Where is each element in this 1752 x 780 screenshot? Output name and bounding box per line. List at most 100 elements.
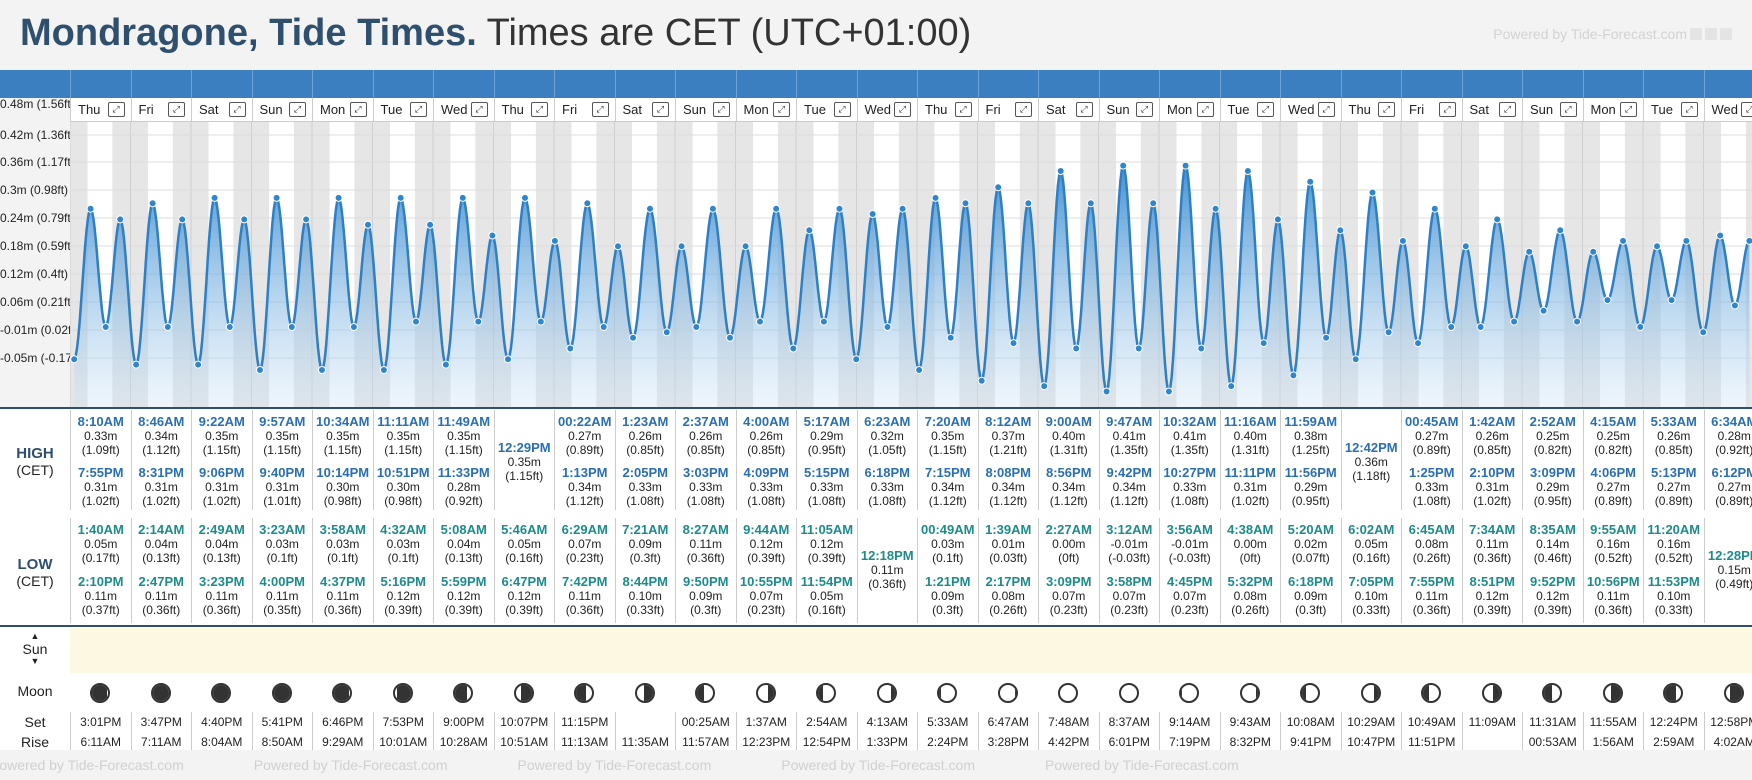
tide-height-ft: (0.46ft) <box>1533 551 1572 565</box>
tide-point <box>946 333 955 342</box>
day-cell[interactable]: Sun ⤢ <box>251 98 312 122</box>
day-cell[interactable]: Mon ⤢ <box>1582 98 1643 122</box>
expand-icon[interactable]: ⤢ <box>1559 102 1577 117</box>
expand-icon[interactable]: ⤢ <box>289 102 306 117</box>
expand-icon[interactable]: ⤢ <box>1378 102 1395 117</box>
tide-entry: 5:32PM 0.08m (0.26ft) <box>1221 574 1281 617</box>
tide-height-ft: (0.39ft) <box>384 603 423 617</box>
tide-height-m: -0.01m <box>1171 537 1209 551</box>
day-cell[interactable]: Sun ⤢ <box>1098 98 1159 122</box>
tide-height-ft: (0.3ft) <box>932 603 964 617</box>
tide-entry: 6:18PM 0.09m (0.3ft) <box>1281 574 1341 617</box>
moon-shadow <box>1302 685 1307 701</box>
moonset-time: 12:58PM <box>1710 715 1752 729</box>
day-cell[interactable]: Thu ⤢ <box>70 98 131 122</box>
moon-cell: 3:01PM 6:11AM <box>70 712 131 752</box>
expand-icon[interactable]: ⤢ <box>228 102 246 117</box>
day-cell[interactable]: Tue ⤢ <box>1219 98 1280 122</box>
expand-icon[interactable]: ⤢ <box>591 102 609 117</box>
day-cell[interactable]: Mon ⤢ <box>735 98 796 122</box>
tide-point <box>1322 333 1331 342</box>
expand-icon[interactable]: ⤢ <box>1257 102 1274 117</box>
expand-icon[interactable]: ⤢ <box>107 102 125 117</box>
day-cell[interactable]: Tue ⤢ <box>1643 98 1704 122</box>
tide-height-m: 0.33m <box>689 480 723 494</box>
tide-height-ft: (0.3ft) <box>629 551 661 565</box>
tide-point <box>1227 382 1236 391</box>
day-cell[interactable]: Sat ⤢ <box>1038 98 1099 122</box>
day-cell[interactable]: Sun ⤢ <box>1522 98 1583 122</box>
tide-point <box>488 231 497 240</box>
day-cell[interactable]: Wed ⤢ <box>1280 98 1341 122</box>
expand-icon[interactable]: ⤢ <box>1620 102 1637 117</box>
expand-icon[interactable]: ⤢ <box>531 102 548 117</box>
day-cell[interactable]: Fri ⤢ <box>554 98 615 122</box>
day-cell[interactable]: Fri ⤢ <box>130 98 191 122</box>
tide-point <box>521 193 529 202</box>
day-cell[interactable]: Fri ⤢ <box>1401 98 1462 122</box>
high-cell: 6:34AM 0.28m (0.92ft) 6:12PM 0.27m (0.89ft) <box>1703 410 1752 510</box>
high-cell: 9:47AM 0.41m (1.35ft) 9:42PM 0.34m (1.12ft) <box>1098 410 1160 510</box>
expand-icon[interactable]: ⤢ <box>1136 102 1153 117</box>
day-cell[interactable]: Sat ⤢ <box>191 98 252 122</box>
day-cell[interactable]: Sun ⤢ <box>675 98 736 122</box>
moon-shadow <box>697 685 705 701</box>
day-cell[interactable]: Sat ⤢ <box>614 98 675 122</box>
day-cell[interactable]: Mon ⤢ <box>312 98 373 122</box>
expand-icon[interactable]: ⤢ <box>1317 102 1335 117</box>
tide-time: 11:49AM <box>437 414 491 429</box>
tide-height-m: 0.33m <box>84 429 118 443</box>
tide-point <box>629 333 637 342</box>
expand-icon[interactable]: ⤢ <box>1075 102 1093 117</box>
tide-entry: 9:50PM 0.09m (0.3ft) <box>676 574 736 617</box>
day-cell[interactable]: Mon ⤢ <box>1159 98 1220 122</box>
day-label: Mon <box>1590 102 1616 117</box>
tide-height-m: 0.00m <box>1052 537 1086 551</box>
expand-icon[interactable]: ⤢ <box>349 102 367 117</box>
expand-icon[interactable]: ⤢ <box>833 102 851 117</box>
tide-entry: 10:14PM 0.30m (0.98ft) <box>313 465 373 508</box>
expand-icon[interactable]: ⤢ <box>954 102 972 117</box>
day-cell[interactable]: Fri ⤢ <box>977 98 1038 122</box>
expand-icon[interactable]: ⤢ <box>652 102 669 117</box>
high-cell: 9:00AM 0.40m (1.31ft) 8:56PM 0.34m (1.12ft) <box>1038 410 1099 510</box>
tide-height-m: 0.11m <box>871 563 904 577</box>
tide-point <box>1119 161 1128 170</box>
moon-phase-icon <box>90 683 111 703</box>
expand-icon[interactable]: ⤢ <box>1680 102 1698 117</box>
expand-icon[interactable]: ⤢ <box>1438 102 1456 117</box>
day-cell[interactable]: Thu ⤢ <box>1340 98 1401 122</box>
day-cell[interactable]: Thu ⤢ <box>493 98 554 122</box>
day-cell[interactable]: Tue ⤢ <box>796 98 857 122</box>
moonrise-time: 4:42PM <box>1048 735 1090 749</box>
day-cell[interactable]: Wed ⤢ <box>856 98 917 122</box>
tide-height-ft: (0.89ft) <box>1715 494 1752 508</box>
expand-icon[interactable]: ⤢ <box>712 102 730 117</box>
tide-time: 8:10AM <box>77 414 124 429</box>
expand-icon[interactable]: ⤢ <box>773 102 790 117</box>
tide-time: 2:10PM <box>77 574 124 589</box>
moon-cell: 5:41PM 8:50AM <box>251 712 313 752</box>
day-cell[interactable]: Sat ⤢ <box>1461 98 1522 122</box>
moon-shadow <box>1373 685 1379 701</box>
expand-icon[interactable]: ⤢ <box>1196 102 1214 117</box>
day-cell[interactable]: Thu ⤢ <box>917 98 978 122</box>
moonset-time: 6:47AM <box>987 715 1029 729</box>
day-cell[interactable]: Wed ⤢ <box>433 98 494 122</box>
expand-icon[interactable]: ⤢ <box>1499 102 1516 117</box>
expand-icon[interactable]: ⤢ <box>168 102 185 117</box>
moonset-time: 12:24PM <box>1649 715 1698 729</box>
expand-icon[interactable]: ⤢ <box>410 102 427 117</box>
expand-icon[interactable]: ⤢ <box>1741 102 1752 117</box>
tide-entry: 1:23AM 0.26m (0.85ft) <box>616 414 676 457</box>
expand-icon[interactable]: ⤢ <box>1015 102 1032 117</box>
tide-height-m: 0.11m <box>326 589 359 603</box>
day-cell[interactable]: Tue ⤢ <box>372 98 433 122</box>
tide-entry: 12:42PM 0.36m (1.18ft) <box>1342 440 1402 483</box>
day-cell[interactable]: Wed ⤢ <box>1703 98 1752 122</box>
expand-icon[interactable]: ⤢ <box>894 102 911 117</box>
expand-icon[interactable]: ⤢ <box>470 102 488 117</box>
tide-height-m: 0.31m <box>265 480 299 494</box>
tide-time: 11:16AM <box>1223 414 1277 429</box>
tide-height-ft: (0.36ft) <box>686 551 725 565</box>
